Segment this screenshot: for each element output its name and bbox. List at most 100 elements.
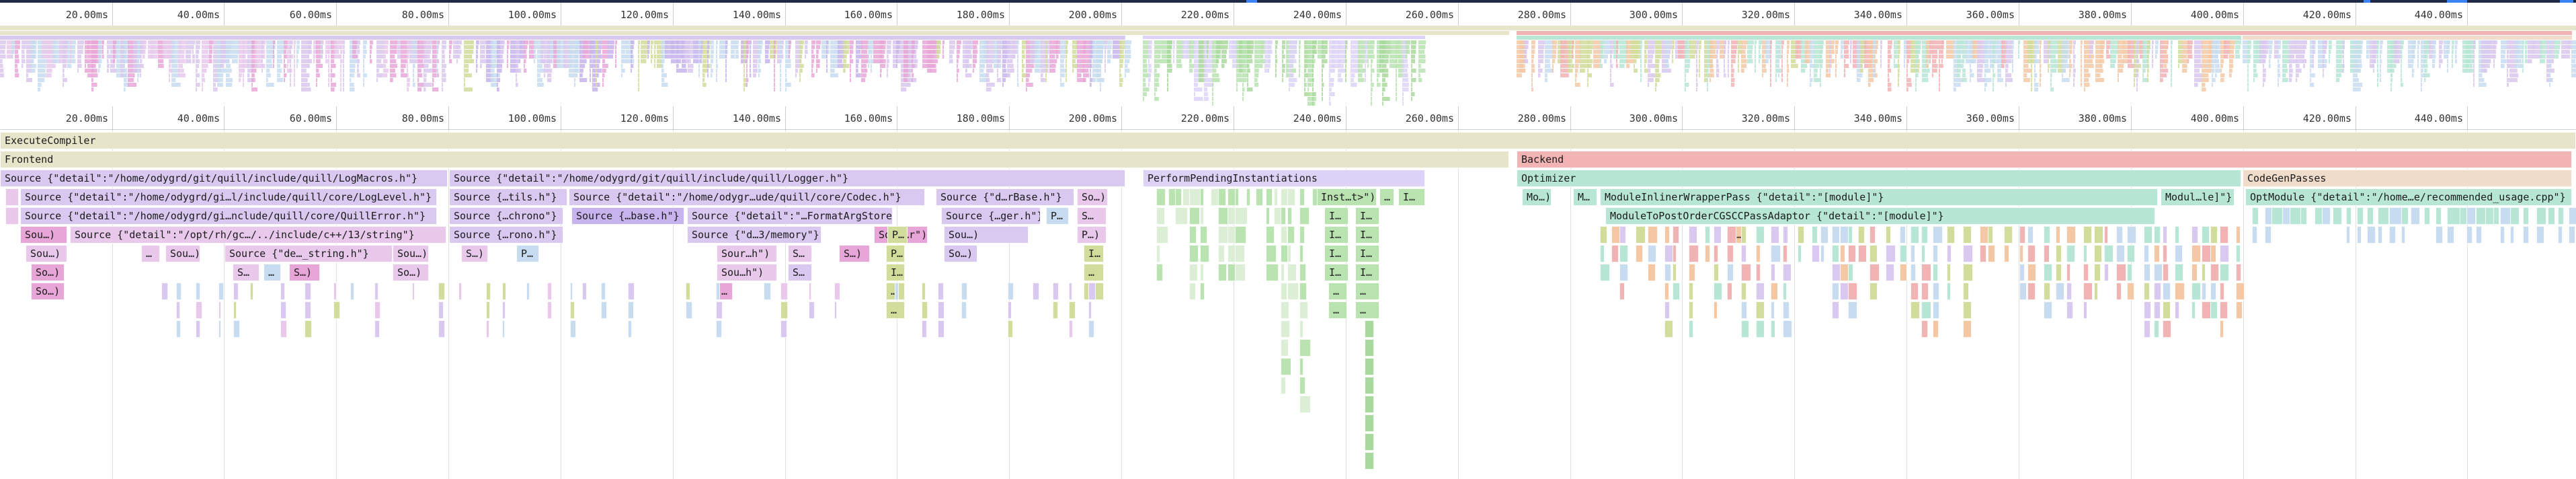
i-block[interactable]: I… (1355, 207, 1379, 225)
frame-sliver[interactable] (1933, 226, 1943, 244)
frame-sliver[interactable] (2163, 320, 2171, 338)
frame-sliver[interactable] (2066, 301, 2073, 319)
frame-sliver[interactable] (1756, 320, 1765, 338)
frame-sliver[interactable] (1783, 283, 1787, 300)
frame-sliver[interactable] (1287, 226, 1295, 244)
frame-sliver[interactable] (2175, 264, 2183, 281)
frame-sliver[interactable] (2536, 226, 2544, 244)
module-to-post-order-block[interactable]: ModuleToPostOrderCGSCCPassAdaptor {"deta… (1605, 207, 2155, 225)
frame-sliver[interactable] (1648, 226, 1658, 244)
p-block[interactable]: P… (516, 245, 539, 262)
frame-sliver[interactable] (1771, 301, 1775, 319)
p-block[interactable]: P… (1046, 207, 1069, 225)
frame-sliver[interactable] (2144, 245, 2149, 262)
frame-sliver[interactable] (938, 301, 944, 319)
frame-sliver[interactable] (1933, 301, 1939, 319)
frame-sliver[interactable] (2066, 283, 2072, 300)
so-block[interactable]: So…) (31, 283, 65, 300)
frame-sliver[interactable] (1910, 283, 1919, 300)
frame-sliver[interactable] (1689, 264, 1695, 281)
frame-sliver[interactable] (1756, 283, 1765, 300)
p-block[interactable]: P…) (1077, 226, 1106, 244)
frame-sliver[interactable] (834, 301, 837, 319)
frame-sliver[interactable] (2163, 283, 2171, 300)
frame-sliver[interactable] (1705, 226, 1710, 244)
frame-sliver[interactable] (1714, 226, 1722, 244)
frame-sliver[interactable] (1189, 264, 1198, 281)
frame-sliver[interactable] (2265, 226, 2271, 244)
frame-sliver[interactable] (218, 320, 221, 338)
frame-sliver[interactable] (1812, 226, 1818, 244)
frame-sliver[interactable] (780, 283, 788, 300)
frame-sliver[interactable] (922, 283, 926, 300)
frame-sliver[interactable] (547, 283, 552, 300)
frame-sliver[interactable] (2083, 283, 2093, 300)
frame-sliver[interactable] (2094, 283, 2098, 300)
frame-sliver[interactable] (374, 301, 380, 319)
frame-sliver[interactable] (2236, 264, 2241, 281)
frame-sliver[interactable] (2116, 245, 2125, 262)
frame-sliver[interactable] (1266, 207, 1270, 225)
frame-sliver[interactable] (1200, 283, 1205, 300)
frame-sliver[interactable] (1673, 264, 1677, 281)
frame-sliver[interactable] (1741, 283, 1746, 300)
frame-sliver[interactable] (1008, 283, 1014, 300)
frame-sliver[interactable] (2523, 226, 2529, 244)
frame-sliver[interactable] (2346, 207, 2351, 225)
frame-sliver[interactable] (1235, 245, 1245, 262)
i-block[interactable]: I… (1355, 226, 1379, 244)
module-inliner-wrapper-pass-block[interactable]: ModuleInlinerWrapperPass {"detail":"[mod… (1600, 188, 2158, 206)
time-ruler-main[interactable]: 20.00ms 40.00ms 60.00ms 80.00ms 100.00ms 120.… (0, 106, 2576, 130)
frame-sliver[interactable] (1156, 207, 1165, 225)
frame-sliver[interactable] (5, 207, 19, 225)
frame-sliver[interactable] (1741, 320, 1749, 338)
frame-sliver[interactable] (502, 283, 506, 300)
frame-sliver[interactable] (280, 301, 286, 319)
frame-sliver[interactable] (2044, 226, 2050, 244)
frame-sliver[interactable] (2466, 207, 2476, 225)
source-log-macros-block[interactable]: Source {"detail":"/home/odygrd/git/quill… (0, 170, 448, 187)
frame-sliver[interactable] (2027, 264, 2036, 281)
s-block[interactable]: S… (788, 264, 812, 281)
frame-sliver[interactable] (305, 301, 311, 319)
frame-sliver[interactable] (1281, 358, 1291, 375)
frame-sliver[interactable] (2144, 283, 2150, 300)
frame-sliver[interactable] (1840, 245, 1845, 262)
frame-sliver[interactable] (2476, 226, 2482, 244)
frame-sliver[interactable] (2271, 207, 2283, 225)
frame-sliver[interactable] (2175, 226, 2179, 244)
small-frame[interactable]: … (1328, 283, 1347, 300)
frame-sliver[interactable] (1365, 433, 1374, 451)
frame-sliver[interactable] (1848, 226, 1853, 244)
frame-sliver[interactable] (2220, 264, 2229, 281)
frame-sliver[interactable] (5, 188, 19, 206)
frame-sliver[interactable] (161, 283, 168, 300)
frame-sliver[interactable] (438, 320, 445, 338)
frame-sliver[interactable] (1673, 226, 1679, 244)
frame-sliver[interactable] (1274, 188, 1278, 206)
frame-sliver[interactable] (1771, 245, 1781, 262)
frame-sliver[interactable] (938, 320, 944, 338)
frame-sliver[interactable] (1033, 283, 1039, 300)
frame-sliver[interactable] (1921, 226, 1928, 244)
frame-sliver[interactable] (2191, 226, 2198, 244)
frame-sliver[interactable] (1727, 245, 1734, 262)
frame-sliver[interactable] (2004, 245, 2009, 262)
execute-compiler-block[interactable]: ExecuteCompiler (0, 132, 2576, 149)
frame-sliver[interactable] (1281, 301, 1289, 319)
frame-sliver[interactable] (280, 320, 287, 338)
frame-sliver[interactable] (1299, 396, 1311, 413)
frame-sliver[interactable] (502, 320, 505, 338)
frame-sliver[interactable] (2202, 283, 2206, 300)
frame-sliver[interactable] (2044, 283, 2050, 300)
frame-sliver[interactable] (1281, 264, 1285, 281)
frame-sliver[interactable] (2163, 245, 2167, 262)
frame-sliver[interactable] (1156, 188, 1166, 206)
frame-sliver[interactable] (2236, 301, 2243, 319)
frame-sliver[interactable] (1988, 226, 1993, 244)
frame-sliver[interactable] (2127, 264, 2132, 281)
frame-sliver[interactable] (486, 320, 489, 338)
frame-sliver[interactable] (486, 301, 490, 319)
frame-sliver[interactable] (1175, 188, 1182, 206)
frame-sliver[interactable] (1235, 226, 1246, 244)
